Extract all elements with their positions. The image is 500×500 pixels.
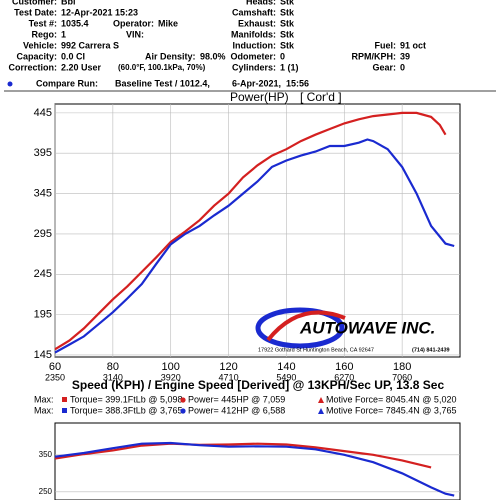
data-line xyxy=(54,441,455,497)
data-line xyxy=(54,111,447,351)
y-tick-label: 245 xyxy=(34,268,52,280)
air-density-label: Air Density: xyxy=(145,51,196,61)
field-value: Stk xyxy=(280,7,295,17)
symbol xyxy=(318,397,324,403)
logo-swoosh xyxy=(255,307,345,349)
y-tick-label: 295 xyxy=(34,228,52,240)
symbol xyxy=(62,397,67,402)
field-label: Manifolds: xyxy=(231,29,276,39)
x-tick-label: 120 xyxy=(219,361,237,373)
field-label: Cylinders: xyxy=(232,62,276,72)
symbol xyxy=(180,408,186,414)
field-label: Odometer: xyxy=(230,51,276,61)
x-axis-label: Speed (KPH) / Engine Speed [Derived] @ 1… xyxy=(72,378,445,392)
data-line xyxy=(54,138,455,354)
compare-date: 6-Apr-2021, xyxy=(232,78,281,88)
rpm-tick-label: 4710 xyxy=(219,372,239,382)
field-label: Camshaft: xyxy=(232,7,276,17)
max-label: Max: xyxy=(34,394,54,404)
max-item: Motive Force= 7845.4N @ 3,765 xyxy=(326,405,456,415)
x-tick-label: 100 xyxy=(162,361,180,373)
field-value: 1 (1) xyxy=(280,62,299,72)
field-label: Rego: xyxy=(32,29,58,39)
max-item: Torque= 388.3FtLb @ 3,765 xyxy=(70,405,182,415)
compare-run: Baseline Test / 1012.4, xyxy=(115,78,210,88)
field-label: Heads: xyxy=(246,0,276,6)
symbol xyxy=(180,397,186,403)
field-value: 1 xyxy=(61,29,66,39)
max-item: Power= 445HP @ 7,059 xyxy=(188,394,285,404)
field-value: Bbi xyxy=(61,0,76,6)
field-value: 2.20 User xyxy=(61,62,102,72)
max-label: Max: xyxy=(34,405,54,415)
field-value: Stk xyxy=(280,0,295,6)
rpm-tick-label: 6270 xyxy=(334,372,354,382)
x-tick-label: 80 xyxy=(107,361,119,373)
compare-time: 15:56 xyxy=(286,78,309,88)
rpm-tick-label: 5490 xyxy=(276,372,296,382)
operator-value: Mike xyxy=(158,18,178,28)
field-label: RPM/KPH: xyxy=(352,51,397,61)
logo-name: AUTOWAVE INC. xyxy=(299,318,435,337)
data-line xyxy=(54,442,432,469)
y-tick-label: 350 xyxy=(39,450,53,459)
y-tick-label: 445 xyxy=(34,107,52,119)
air-density-value: 98.0% xyxy=(200,51,226,61)
x-tick-label: 160 xyxy=(335,361,353,373)
compare-label: Compare Run: xyxy=(36,78,98,88)
rpm-tick-label: 3140 xyxy=(103,372,123,382)
field-value: 91 oct xyxy=(400,40,426,50)
field-value: Stk xyxy=(280,18,295,28)
conditions: (60.0°F, 100.1kPa, 70%) xyxy=(118,63,206,72)
field-label: Customer: xyxy=(12,0,57,6)
max-item: Motive Force= 8045.4N @ 5,020 xyxy=(326,394,456,404)
logo: AUTOWAVE INC. 17922 Gothard St Huntington… xyxy=(255,307,450,353)
field-value: Stk xyxy=(280,29,295,39)
chart-subtitle: [ Cor'd ] xyxy=(300,90,342,104)
y-tick-label: 250 xyxy=(39,487,53,496)
y-tick-label: 145 xyxy=(34,349,52,361)
vin-label: VIN: xyxy=(126,29,144,39)
field-value: 0 xyxy=(400,62,405,72)
field-label: Test Date: xyxy=(14,7,57,17)
max-item: Power= 412HP @ 6,588 xyxy=(188,405,285,415)
x-tick-label: 60 xyxy=(49,361,61,373)
symbol xyxy=(62,408,67,413)
field-value: Stk xyxy=(280,40,295,50)
field-label: Correction: xyxy=(8,62,57,72)
y-tick-label: 395 xyxy=(34,147,52,159)
rpm-tick-label: 2350 xyxy=(45,372,65,382)
field-label: Exhaust: xyxy=(238,18,276,28)
field-value: 0 xyxy=(280,51,285,61)
symbol xyxy=(318,408,324,414)
x-tick-label: 180 xyxy=(393,361,411,373)
field-label: Test #: xyxy=(29,18,57,28)
logo-phone: (714) 841-2439 xyxy=(412,347,450,353)
field-value: 12-Apr-2021 15:23 xyxy=(61,7,138,17)
y-tick-label: 345 xyxy=(34,187,52,199)
y-tick-label: 195 xyxy=(34,309,52,321)
field-value: 39 xyxy=(400,51,410,61)
operator-label: Operator: xyxy=(113,18,154,28)
logo-address: 17922 Gothard St Huntington Beach, CA 92… xyxy=(258,347,374,353)
field-label: Vehicle: xyxy=(23,40,57,50)
compare-dot xyxy=(7,81,13,87)
chart-title: Power(HP) xyxy=(230,90,289,104)
plot-frame xyxy=(54,422,461,500)
field-label: Fuel: xyxy=(375,40,397,50)
field-value: 1035.4 xyxy=(61,18,89,28)
field-label: Capacity: xyxy=(16,51,57,61)
logo-accent xyxy=(266,310,346,342)
field-value: 0.0 CI xyxy=(61,51,85,61)
field-label: Induction: xyxy=(233,40,277,50)
field-value: 992 Carrera S xyxy=(61,40,119,50)
max-item: Torque= 399.1FtLb @ 5,098 xyxy=(70,394,182,404)
rpm-tick-label: 3920 xyxy=(161,372,181,382)
rpm-tick-label: 7060 xyxy=(392,372,412,382)
x-tick-label: 140 xyxy=(277,361,295,373)
field-label: Gear: xyxy=(372,62,396,72)
